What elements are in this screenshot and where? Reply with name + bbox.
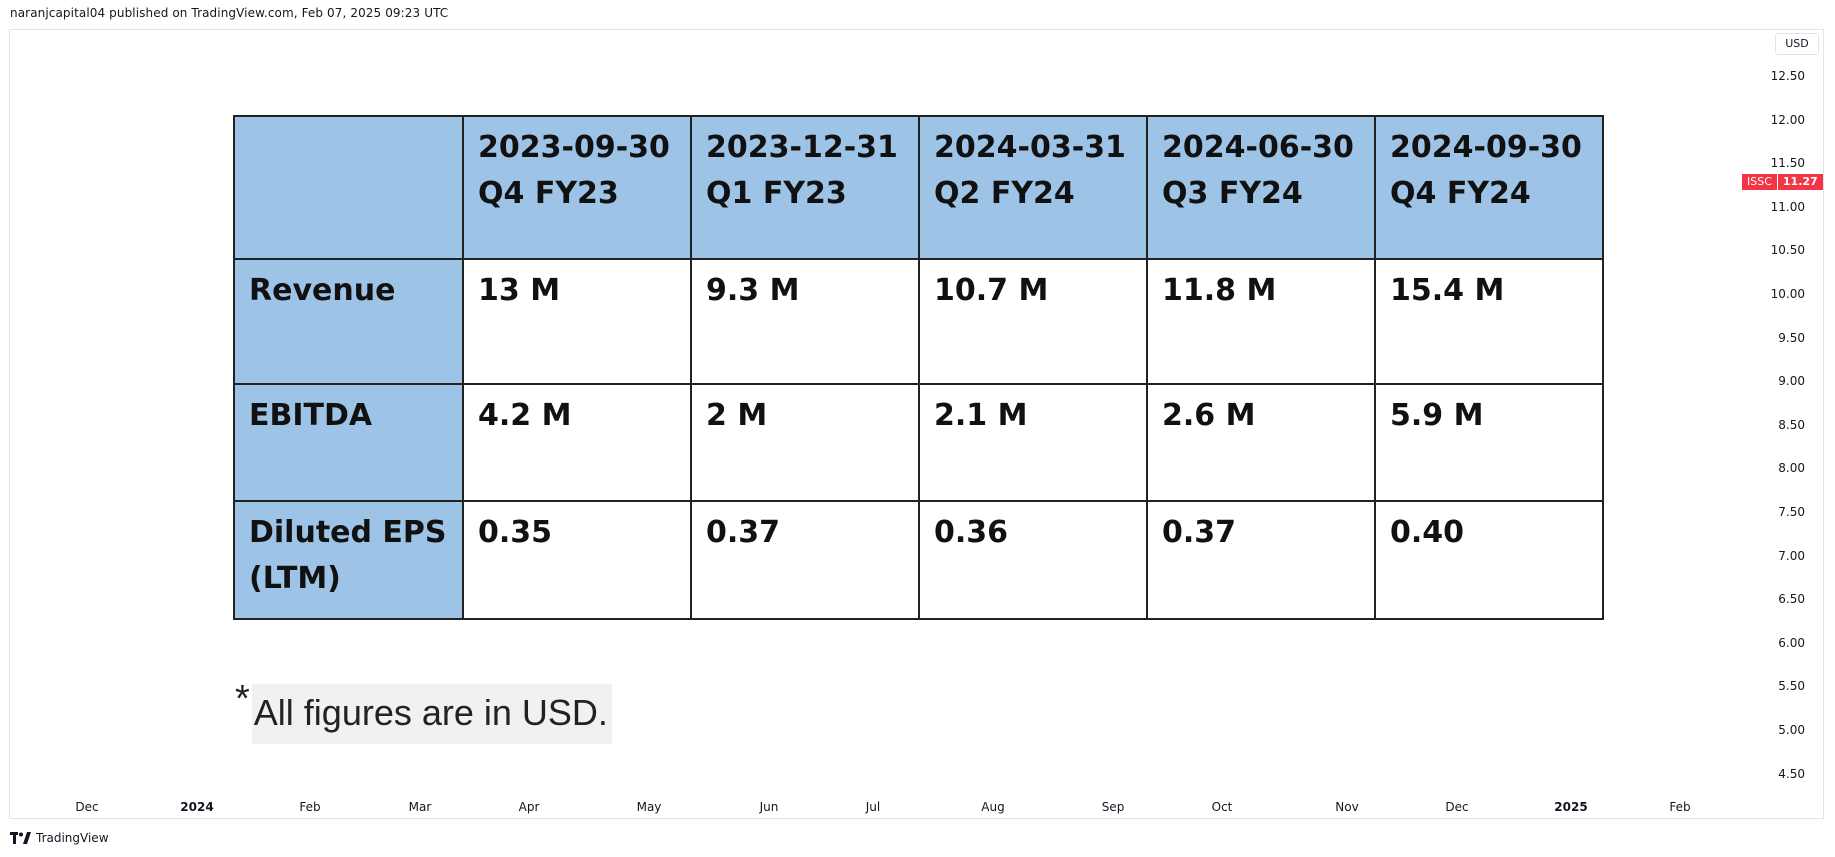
- price-tick-label: 12.00: [1770, 112, 1805, 127]
- row-label: EBITDA: [233, 383, 464, 502]
- table-cell: 2 M: [690, 383, 920, 502]
- price-tick-label: 7.50: [1778, 505, 1805, 519]
- table-cell: 0.35: [462, 500, 692, 620]
- time-tick-label: Sep: [1101, 800, 1125, 814]
- row-label: Diluted EPS (LTM): [233, 500, 464, 620]
- price-tick-label: 8.50: [1778, 417, 1805, 432]
- time-tick-label: Jun: [759, 800, 779, 814]
- tradingview-brand-link[interactable]: TradingView: [10, 831, 109, 845]
- table-cell: 0.37: [1146, 500, 1376, 620]
- price-axis[interactable]: 12.50 12.00 11.50 11.00 10.50 10.00 9.50 9.00 8.…: [1770, 30, 1825, 800]
- price-tick-label: 8.00: [1778, 461, 1805, 476]
- table-header-row: 2023-09-30 Q4 FY23 2023-12-31 Q1 FY23 2024…: [233, 115, 1604, 260]
- table-cell: 10.7 M: [918, 258, 1148, 385]
- price-tick-label: 11.50: [1770, 156, 1805, 171]
- time-tick-label: Aug: [981, 800, 1005, 814]
- price-tick-label: 5.00: [1778, 723, 1805, 737]
- table-corner-cell: [233, 115, 464, 260]
- table-cell: 0.40: [1374, 500, 1604, 620]
- published-info: naranjcapital04 published on TradingView…: [10, 6, 449, 20]
- time-tick-label: Feb: [299, 800, 321, 814]
- table-cell: 2.6 M: [1146, 383, 1376, 502]
- time-tick-label: Nov: [1335, 800, 1359, 814]
- tradingview-logo-icon: [10, 832, 31, 844]
- table-cell: 0.36: [918, 500, 1148, 620]
- price-tick-label: 9.00: [1778, 374, 1805, 389]
- currency-button[interactable]: USD: [1775, 33, 1819, 55]
- time-tick-label: Dec: [75, 800, 99, 814]
- price-tick-label: 5.50: [1778, 679, 1805, 694]
- last-price-badge: ISSC 11.27: [1742, 174, 1823, 190]
- table-row: EBITDA 4.2 M 2 M 2.1 M 2.6 M 5.9 M: [233, 383, 1604, 502]
- column-header: 2024-06-30 Q3 FY24: [1146, 115, 1376, 260]
- row-label: Revenue: [233, 258, 464, 385]
- price-tick-label: 11.00: [1770, 199, 1805, 214]
- price-tick-label: 6.50: [1778, 592, 1805, 607]
- price-tick-label: 7.00: [1778, 548, 1805, 563]
- price-tick-label: 12.50: [1770, 69, 1805, 83]
- chart-pane[interactable]: [9, 29, 1824, 819]
- time-tick-label: Feb: [1669, 800, 1691, 814]
- table-cell: 11.8 M: [1146, 258, 1376, 385]
- table-cell: 15.4 M: [1374, 258, 1604, 385]
- footnote-text: All figures are in USD.: [251, 684, 612, 744]
- time-tick-label: Oct: [1211, 800, 1233, 814]
- table-row: Diluted EPS (LTM) 0.35 0.37 0.36 0.37 0.…: [233, 500, 1604, 620]
- financials-table: 2023-09-30 Q4 FY23 2023-12-31 Q1 FY23 2024…: [233, 115, 1604, 620]
- table-cell: 0.37: [690, 500, 920, 620]
- table-cell: 2.1 M: [918, 383, 1148, 502]
- table-cell: 9.3 M: [690, 258, 920, 385]
- last-price-value: 11.27: [1777, 174, 1823, 190]
- table-row: Revenue 13 M 9.3 M 10.7 M 11.8 M 15.4 M: [233, 258, 1604, 385]
- time-tick-label: Jul: [865, 800, 881, 814]
- column-header: 2024-03-31 Q2 FY24: [918, 115, 1148, 260]
- brand-name: TradingView: [36, 831, 109, 845]
- table-cell: 4.2 M: [462, 383, 692, 502]
- time-tick-label: 2025: [1554, 800, 1588, 814]
- column-header: 2023-09-30 Q4 FY23: [462, 115, 692, 260]
- time-tick-label: May: [636, 800, 662, 814]
- time-tick-label: Dec: [1445, 800, 1469, 814]
- footnote: * All figures are in USD.: [235, 678, 612, 744]
- table-cell: 13 M: [462, 258, 692, 385]
- table-cell: 5.9 M: [1374, 383, 1604, 502]
- time-tick-label: Apr: [518, 800, 540, 814]
- column-header: 2024-09-30 Q4 FY24: [1374, 115, 1604, 260]
- time-tick-label: Mar: [408, 800, 432, 814]
- column-header: 2023-12-31 Q1 FY23: [690, 115, 920, 260]
- footnote-star: *: [235, 678, 250, 720]
- time-tick-label: 2024: [180, 800, 214, 814]
- price-tick-label: 10.00: [1770, 287, 1805, 301]
- symbol-label: ISSC: [1742, 174, 1778, 190]
- price-tick-label: 9.50: [1778, 330, 1805, 345]
- price-tick-label: 4.50: [1778, 766, 1805, 781]
- price-tick-label: 6.00: [1778, 635, 1805, 650]
- price-tick-label: 10.50: [1770, 243, 1805, 258]
